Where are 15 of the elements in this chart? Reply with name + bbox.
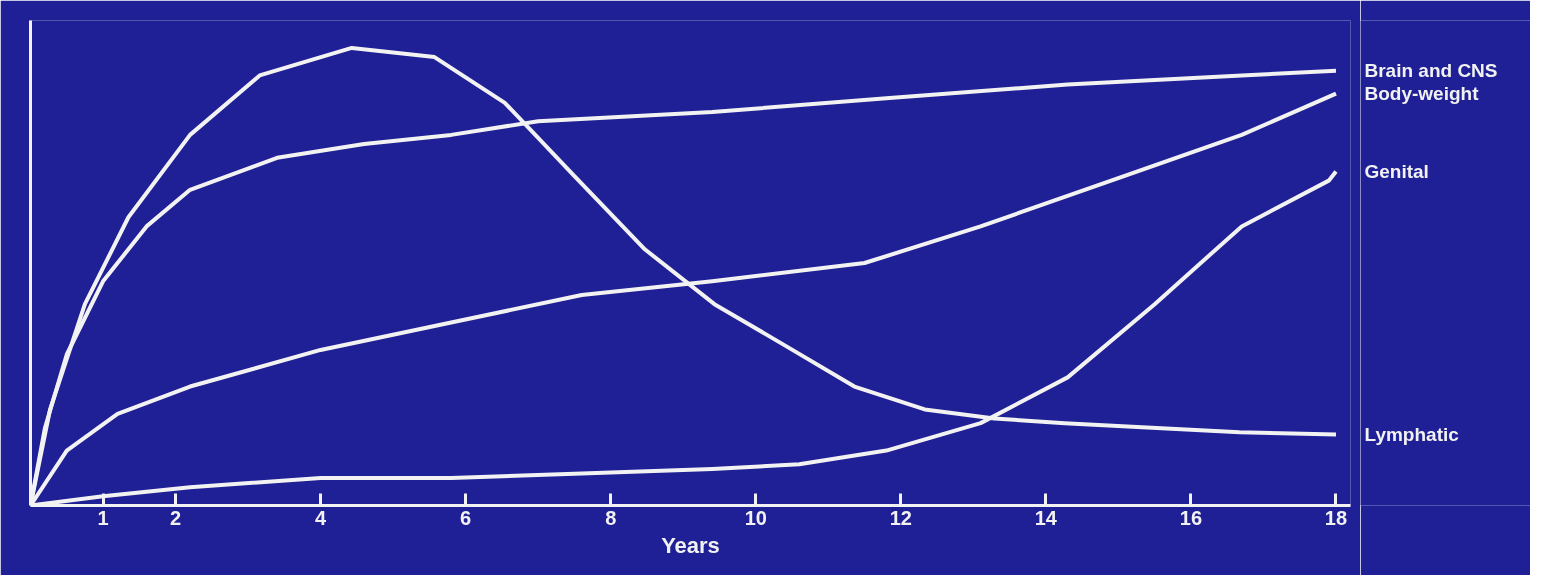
x-tick-label: 2 <box>169 506 182 529</box>
x-tick-label: 1 <box>97 506 109 529</box>
series-label: Body-weight <box>1364 83 1480 105</box>
x-tick-label: 4 <box>315 506 328 529</box>
x-tick-label: 10 <box>744 506 767 529</box>
x-tick-label: 16 <box>1179 506 1203 529</box>
x-tick-label: 18 <box>1324 506 1348 529</box>
x-tick-label: 12 <box>889 506 912 529</box>
series-label: Lymphatic <box>1364 424 1460 446</box>
x-tick-label: 8 <box>605 506 617 529</box>
series-label: Brain and CNS <box>1364 60 1498 82</box>
series-label: Genital <box>1364 160 1429 182</box>
x-tick-label: 6 <box>460 506 472 529</box>
x-tick-label: 14 <box>1034 506 1058 529</box>
x-axis-title: Years <box>661 532 720 558</box>
